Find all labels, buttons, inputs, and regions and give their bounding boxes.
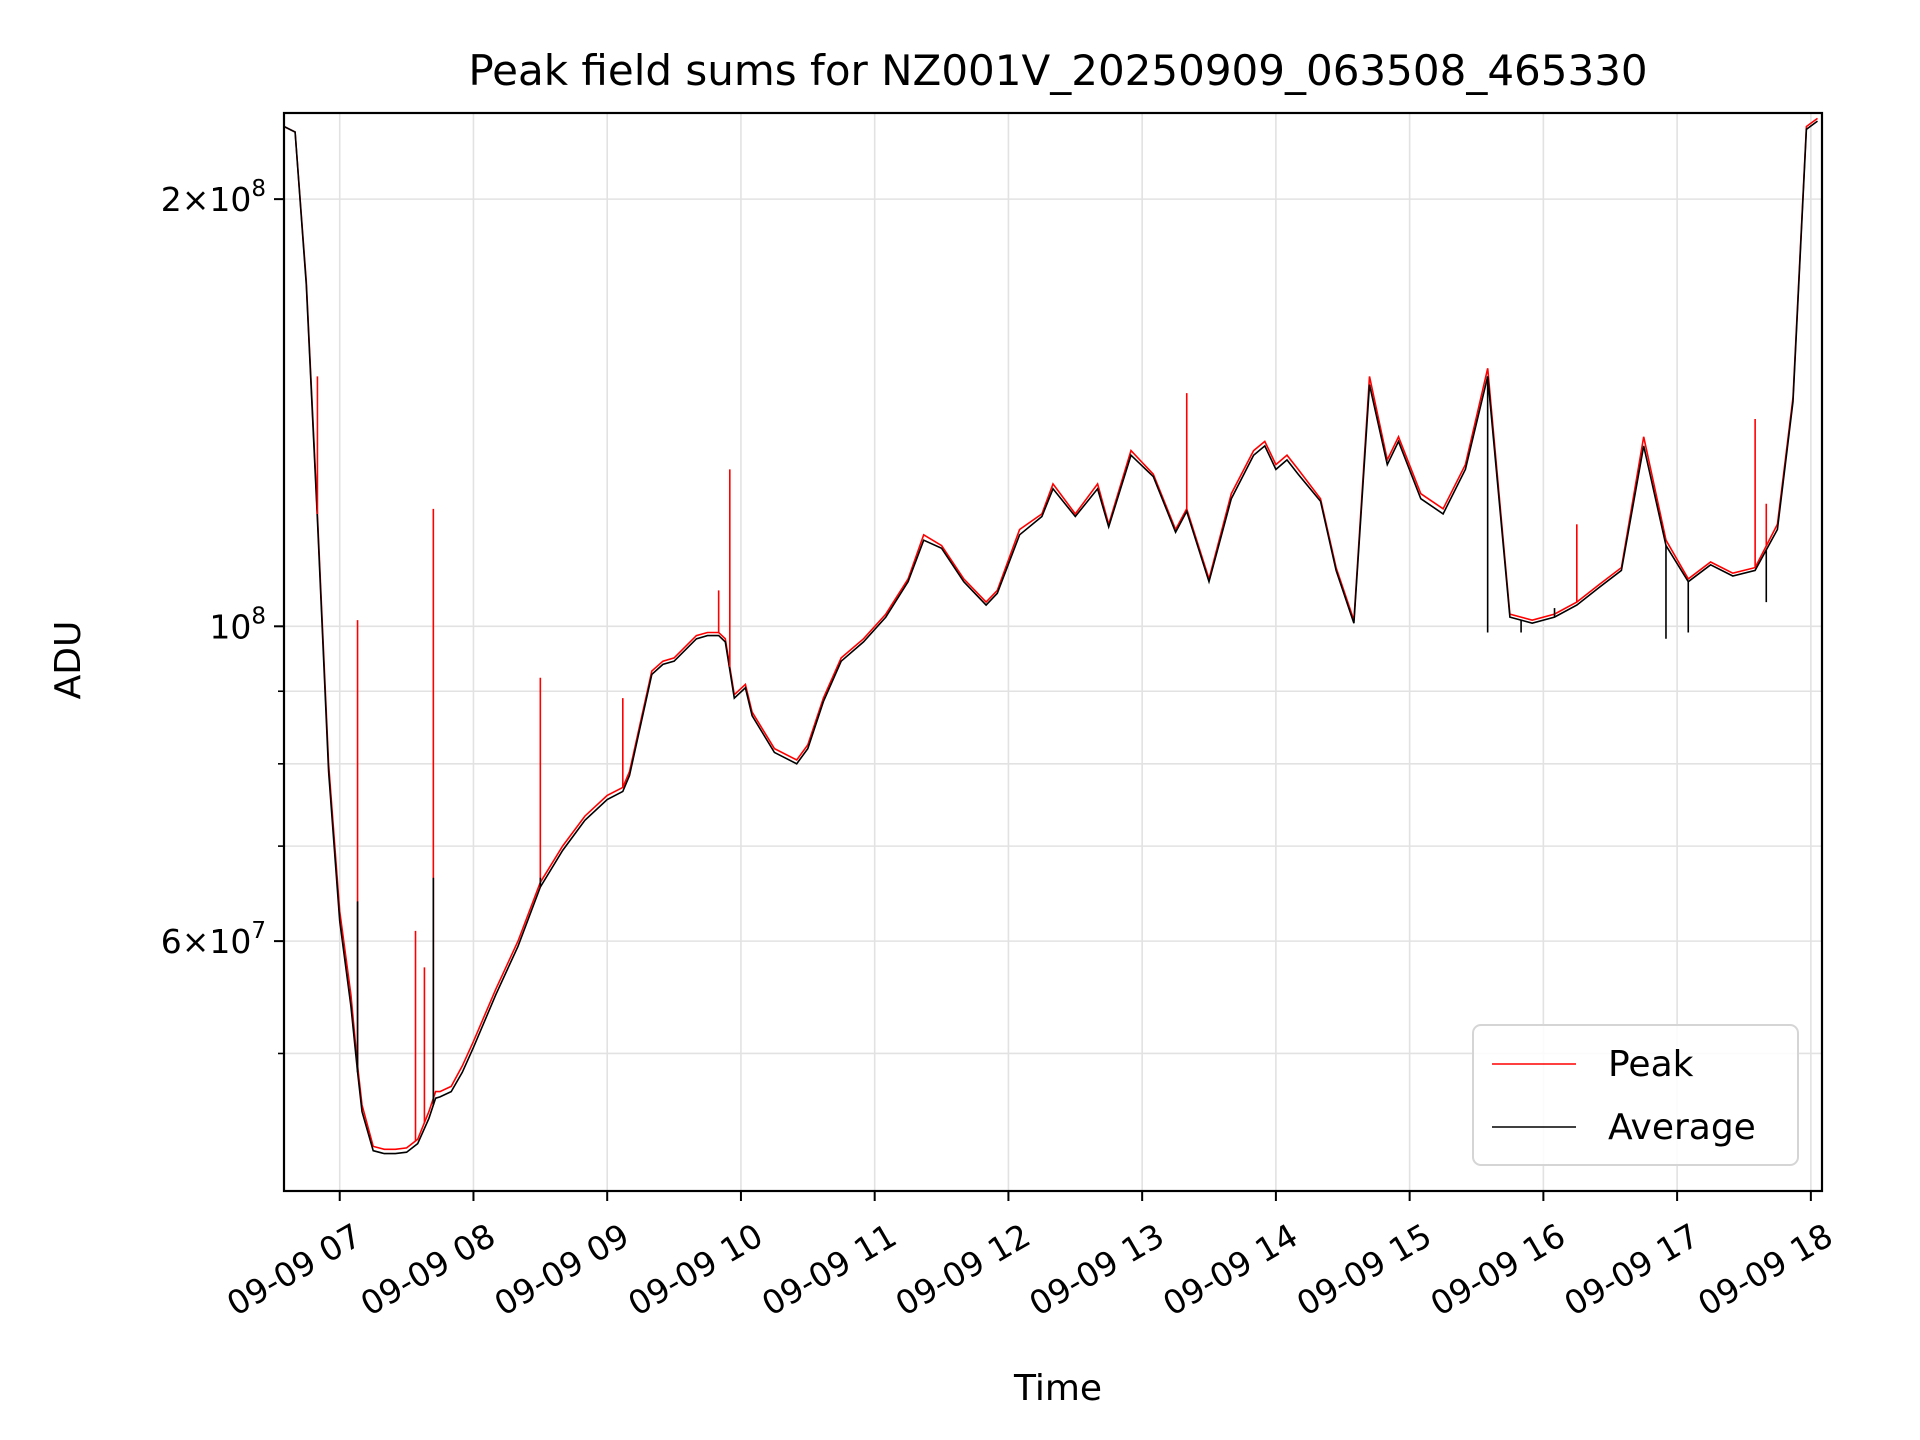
y-axis: 2×108 108 6×107 bbox=[161, 176, 284, 1055]
series-group bbox=[284, 117, 1818, 1155]
plot-frame bbox=[282, 111, 1824, 1193]
y-axis-label: ADU bbox=[48, 621, 89, 700]
x-axis-label: Time bbox=[1013, 1368, 1102, 1409]
y-tick-label: 108 bbox=[209, 603, 266, 646]
chart-title: Peak field sums for NZ001V_20250909_0635… bbox=[468, 46, 1647, 95]
grid bbox=[284, 113, 1822, 1191]
legend: Peak Average bbox=[1472, 1024, 1799, 1166]
y-tick-label: 2×108 bbox=[161, 176, 266, 219]
y-tick-label: 6×107 bbox=[161, 918, 266, 961]
series-line-average bbox=[284, 120, 1818, 1155]
legend-box bbox=[1472, 1024, 1799, 1166]
legend-label-peak: Peak bbox=[1608, 1044, 1694, 1085]
legend-label-average: Average bbox=[1608, 1107, 1756, 1148]
